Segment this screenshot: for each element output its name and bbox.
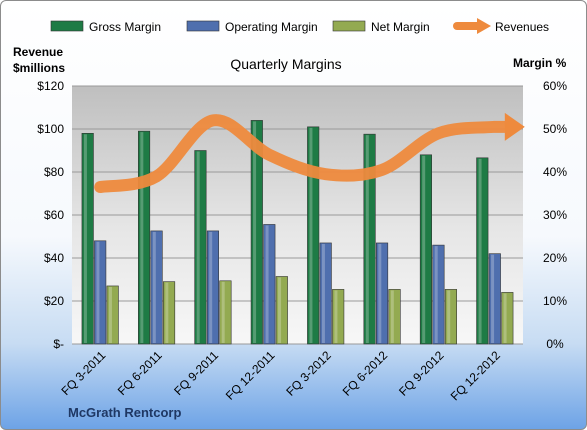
bar-highlight (265, 225, 269, 343)
bar-highlight (209, 231, 213, 343)
bar-operating-margin (488, 253, 501, 345)
bar-gross-margin (476, 157, 489, 345)
left-axis-title-line1: Revenue (13, 45, 63, 59)
right-axis-ticks: 0% 10% 20% 30% 40% 50% 60% (543, 79, 567, 351)
bar-gross-margin (138, 130, 151, 345)
bar-net-margin (219, 280, 232, 345)
right-tick-label: 50% (543, 122, 567, 136)
bar-highlight (140, 132, 144, 343)
right-tick-label: 40% (543, 165, 567, 179)
legend-swatch-net-margin (332, 20, 366, 32)
bar-highlight (321, 243, 325, 343)
bar-operating-margin (376, 242, 389, 345)
x-tick-label: FQ 6-2012 (340, 348, 391, 399)
x-axis-ticks: FQ 3-2011 FQ 6-2011 FQ 9-2011 FQ 12-2011 FQ … (58, 348, 503, 403)
right-tick-label: 30% (543, 208, 567, 222)
x-tick-label: FQ 9-2011 (171, 348, 221, 398)
bar-highlight (152, 231, 156, 343)
bar-gross-margin (250, 120, 263, 345)
legend-label: Operating Margin (225, 20, 318, 34)
bar-highlight (278, 277, 282, 343)
bar-highlight (447, 290, 451, 343)
bar-gross-margin (81, 133, 94, 345)
bar-highlight (422, 155, 426, 343)
bar-highlight (503, 293, 507, 343)
legend-swatch-operating-margin (186, 20, 220, 32)
revenue-line (94, 114, 513, 194)
x-tick-label: FQ 3-2011 (58, 348, 108, 398)
bar-highlight (434, 246, 438, 343)
bar-highlight (221, 281, 225, 343)
revenue-arrowhead (504, 112, 525, 141)
bar-highlight (309, 127, 313, 343)
bar-layer (81, 120, 514, 345)
bar-gross-margin (419, 154, 432, 345)
bar-net-margin (106, 285, 119, 345)
revenue-line-layer (94, 112, 525, 194)
left-axis-title-line2: $millions (13, 61, 65, 75)
legend-label: Net Margin (371, 20, 430, 34)
bar-highlight (390, 290, 394, 343)
right-tick-label: 0% (546, 337, 564, 351)
left-tick-label: $100 (37, 122, 64, 136)
left-tick-label: $120 (37, 79, 64, 93)
bar-highlight (478, 158, 482, 343)
bar-highlight (108, 286, 112, 343)
left-tick-label: $- (53, 337, 64, 351)
bar-gross-margin (363, 133, 376, 345)
footer-company-name: McGrath Rentcorp (68, 405, 181, 420)
left-tick-label: $80 (44, 165, 64, 179)
bar-operating-margin (319, 242, 332, 345)
bar-highlight (365, 135, 369, 343)
bar-net-margin (501, 292, 514, 345)
bar-highlight (83, 134, 87, 343)
bar-highlight (491, 254, 495, 343)
bar-net-margin (332, 289, 345, 345)
bar-operating-margin (432, 244, 445, 345)
legend-swatch-gross-margin (50, 20, 84, 32)
left-tick-label: $20 (44, 294, 64, 308)
x-tick-label: FQ 3-2012 (283, 348, 334, 399)
bar-highlight (378, 243, 382, 343)
bar-net-margin (275, 276, 288, 345)
legend-label: Revenues (495, 20, 549, 34)
legend: Gross Margin Operating Margin Net Margin Re… (50, 18, 549, 34)
right-tick-label: 10% (543, 294, 567, 308)
x-tick-label: FQ 12-2012 (448, 348, 503, 403)
bar-operating-margin (206, 230, 219, 345)
bar-gross-margin (194, 150, 207, 345)
right-tick-label: 20% (543, 251, 567, 265)
bar-net-margin (444, 289, 457, 345)
right-axis-title: Margin % (513, 56, 567, 70)
bar-net-margin (388, 289, 401, 345)
bar-operating-margin (150, 230, 163, 345)
chart-title: Quarterly Margins (230, 56, 341, 72)
legend-arrow-icon (477, 18, 491, 34)
bar-highlight (334, 290, 338, 343)
bar-operating-margin (263, 224, 276, 345)
bar-operating-margin (94, 240, 107, 345)
bar-highlight (96, 241, 100, 343)
bar-highlight (196, 151, 200, 343)
left-tick-label: $60 (44, 208, 64, 222)
bar-highlight (253, 121, 257, 344)
x-tick-label: FQ 6-2011 (115, 348, 165, 398)
bar-gross-margin (307, 126, 320, 345)
bar-highlight (165, 282, 169, 343)
x-tick-label: FQ 9-2012 (396, 348, 447, 399)
legend-label: Gross Margin (89, 20, 161, 34)
left-tick-label: $40 (44, 251, 64, 265)
left-axis-ticks: $- $20 $40 $60 $80 $100 $120 (37, 79, 64, 351)
x-tick-label: FQ 12-2011 (223, 348, 278, 403)
bar-net-margin (163, 281, 176, 345)
right-tick-label: 60% (543, 79, 567, 93)
